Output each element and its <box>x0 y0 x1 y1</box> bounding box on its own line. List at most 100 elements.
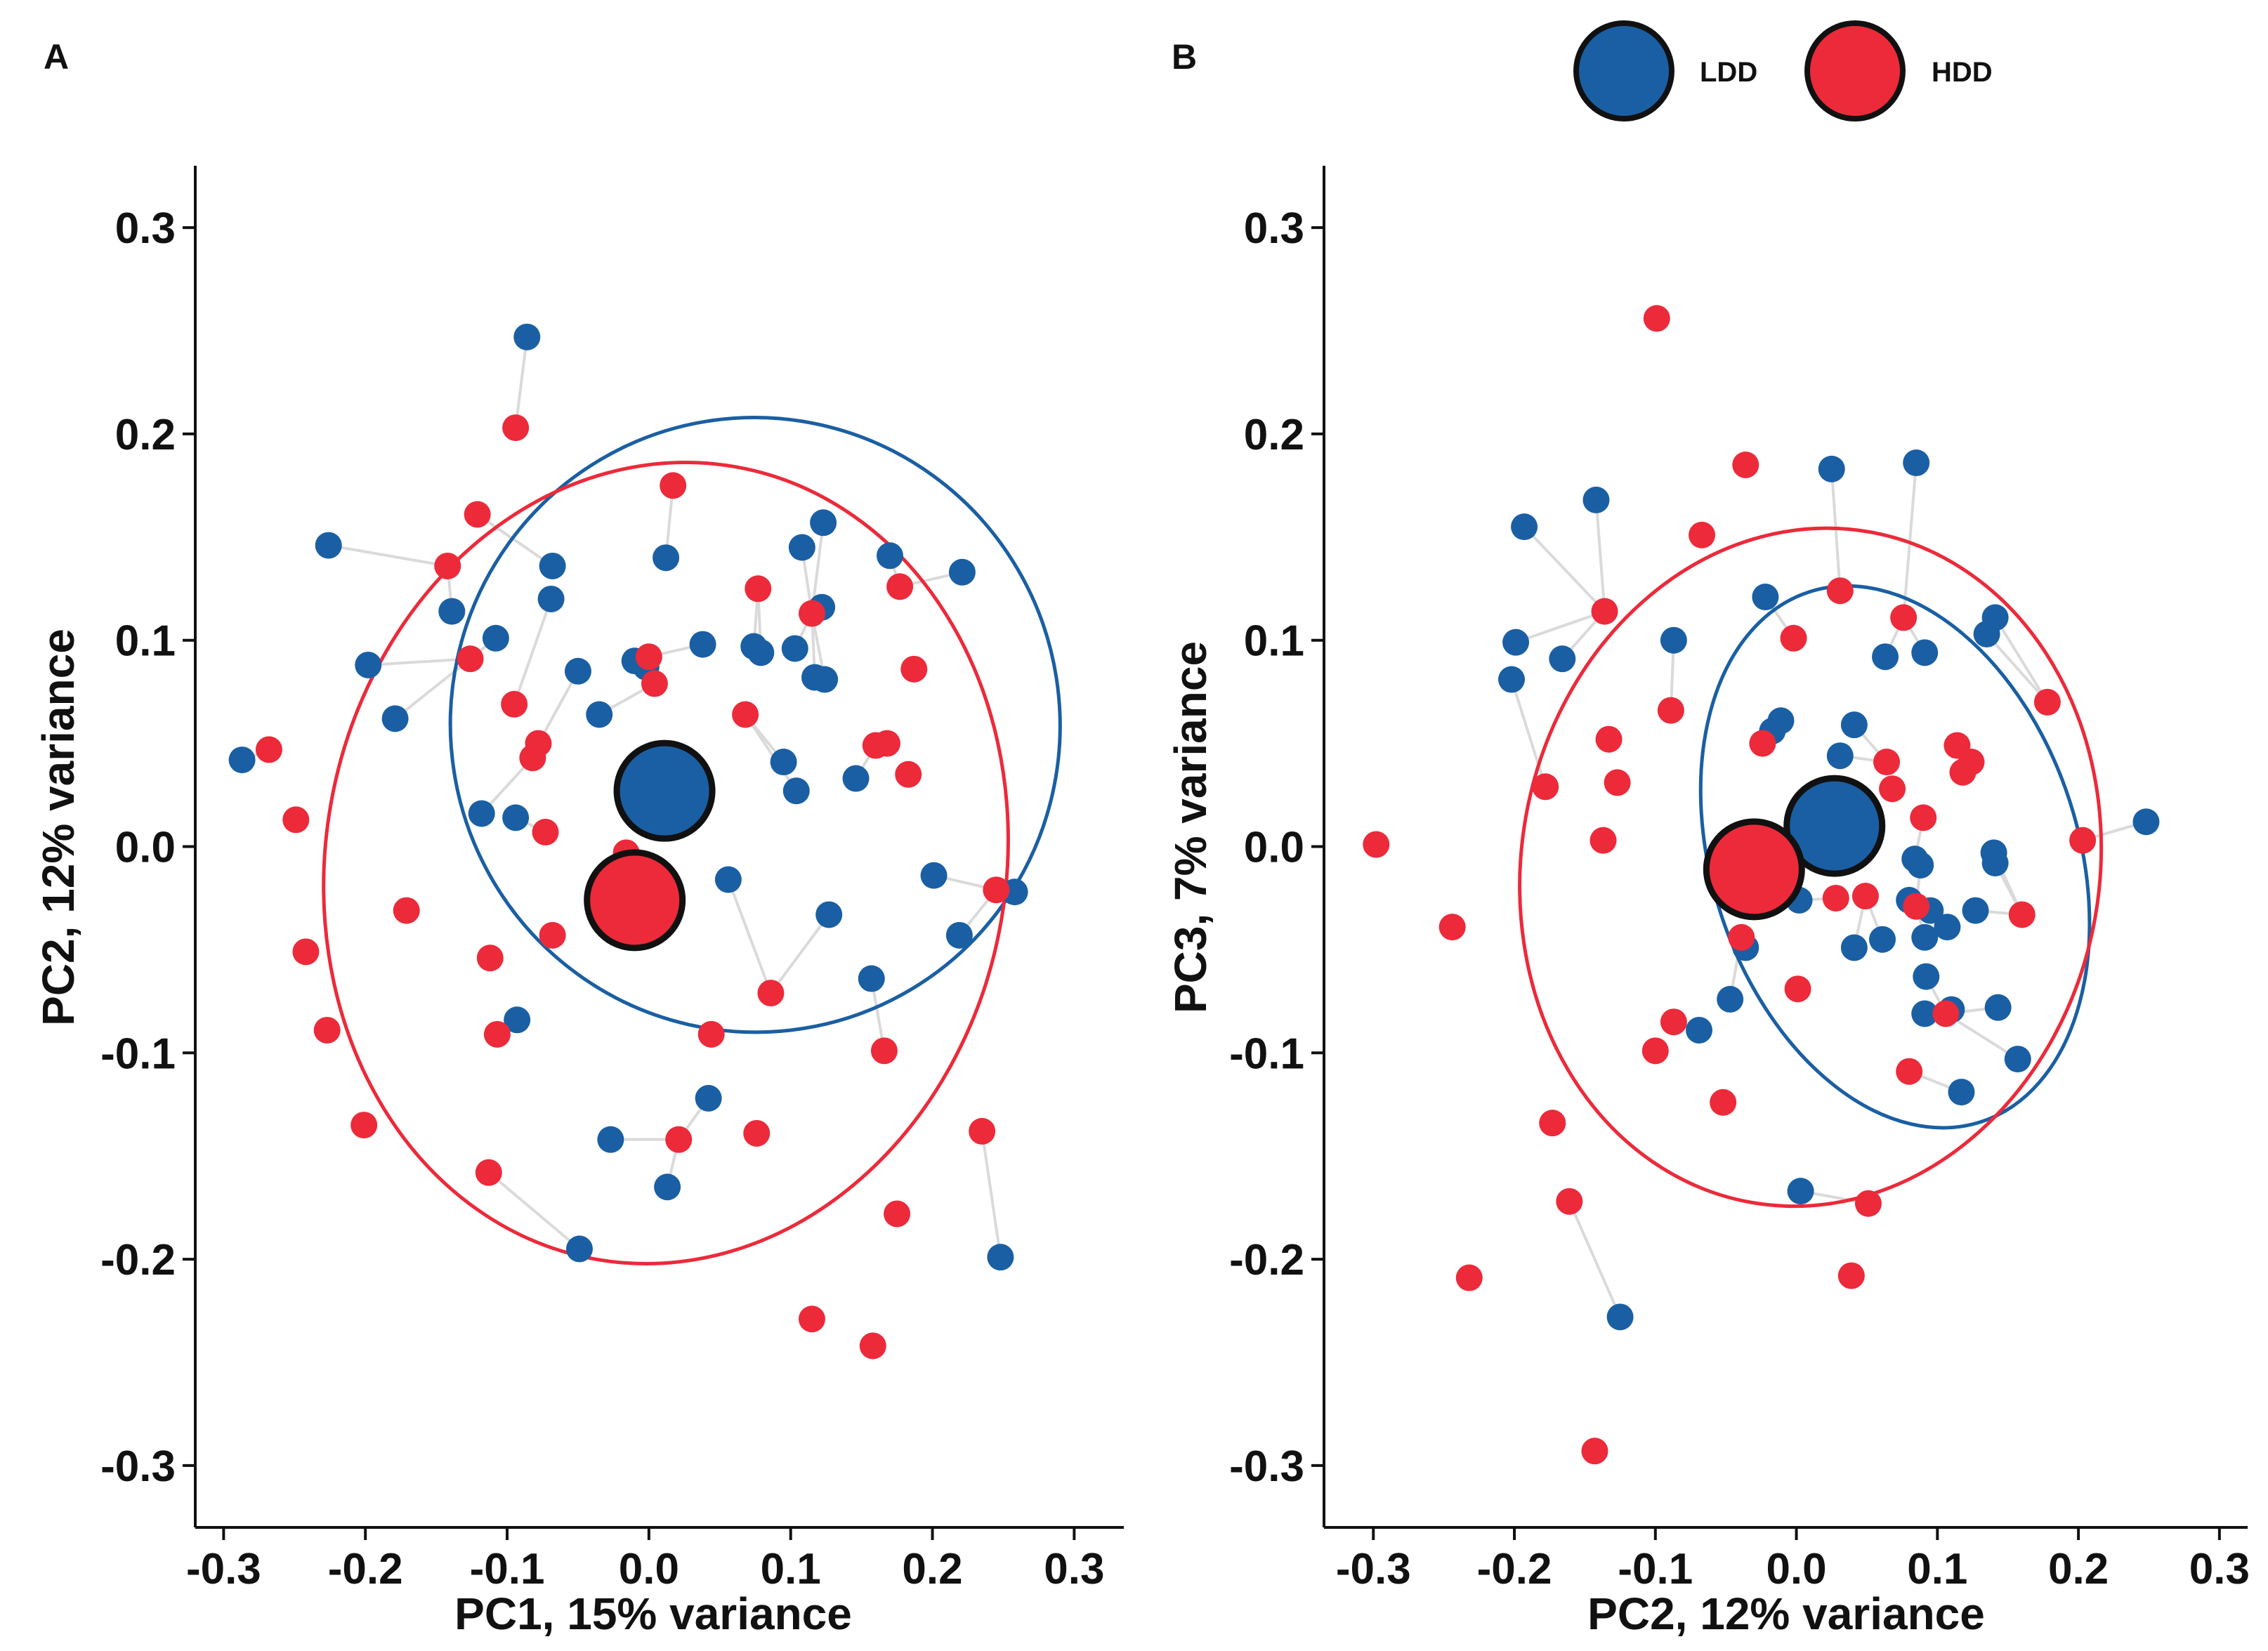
panel-b-ldd-point <box>1948 1079 1975 1106</box>
panel-b-link-line <box>1902 462 1918 618</box>
panel-a-ldd-point <box>438 598 466 625</box>
legend-hdd-label: HDD <box>1932 57 1993 88</box>
panel-b-ldd-point <box>1549 645 1576 673</box>
panel-a-ldd-point <box>781 635 808 662</box>
panel-a-hdd-point <box>476 945 504 972</box>
panel-b-ldd-centroid <box>1783 775 1886 877</box>
panel-b-hdd-point <box>1749 730 1776 757</box>
panel-a-hdd-point <box>757 980 785 1007</box>
panel-b-ldd-point <box>2132 808 2160 836</box>
panel-b-y-tick-label: -0.3 <box>1229 1442 1304 1491</box>
panel-b-hdd-point <box>1591 598 1618 625</box>
panel-b-hdd-point <box>1532 773 1559 801</box>
panel-a-ylabel: PC2, 12% variance <box>33 629 84 1026</box>
panel-b-ldd-point <box>2004 1046 2031 1073</box>
panel-b-hdd-point <box>1556 1188 1583 1215</box>
panel-a-hdd-point <box>798 600 825 627</box>
panel-b-ldd-point <box>1869 926 1896 953</box>
panel-b-y-tick-label: 0.2 <box>1244 411 1304 459</box>
panel-a-ldd-point <box>565 1235 593 1263</box>
panel-b-label: B <box>1172 37 1197 77</box>
panel-b-ldd-point <box>1840 711 1868 739</box>
legend-ldd-label: LDD <box>1700 57 1757 88</box>
panel-b-ldd-point <box>1840 934 1868 961</box>
panel-a-x-tick-label: 0.2 <box>902 1545 962 1593</box>
panel-a-x-tick-label: 0.3 <box>1044 1545 1104 1593</box>
panel-b-link-line <box>1515 610 1606 644</box>
panel-a-x-tick-label: -0.1 <box>470 1545 545 1593</box>
panel-b-ldd-point <box>1911 923 1939 951</box>
panel-a-ldd-point <box>858 965 885 992</box>
panel-b-ldd-point <box>1582 486 1610 513</box>
panel-a-link-line <box>727 879 773 994</box>
panel-a-x-tick-label: 0.0 <box>619 1545 679 1593</box>
panel-b-hdd-point <box>1890 604 1918 631</box>
panel-a-y-tick-label: -0.1 <box>100 1030 176 1078</box>
panel-b-hdd-point <box>1822 884 1849 912</box>
panel-a-hdd-point <box>798 1305 825 1333</box>
panel-b-ldd-point <box>1973 620 2000 647</box>
panel-b-ldd-point <box>1818 455 1845 482</box>
panel-a-link-line <box>328 544 448 567</box>
panel-a-hdd-point <box>313 1016 341 1044</box>
panel-a-label: A <box>44 37 69 77</box>
panel-a-hdd-centroid <box>584 849 686 952</box>
panel-b-link-line <box>1523 525 1606 612</box>
panel-a-y-tick-label: 0.0 <box>115 824 176 872</box>
panel-b-hdd-point <box>1643 305 1670 332</box>
panel-a-hdd-point <box>502 414 530 442</box>
panel-b-hdd-point <box>1879 775 1906 803</box>
panel-b-x-tick-label: 0.3 <box>2189 1545 2250 1593</box>
panel-a-ldd-point <box>381 705 409 732</box>
panel-a-link-line <box>981 1131 1002 1258</box>
panel-b-hdd-point <box>1438 914 1466 941</box>
panel-b-ylabel: PC3, 7% variance <box>1165 641 1216 1013</box>
panel-b-ldd-point <box>1660 626 1687 654</box>
panel-b-hdd-point <box>1657 697 1684 724</box>
panel-a-hdd-point <box>641 670 668 697</box>
panel-a-ldd-point <box>714 866 742 893</box>
panel-a-x-tick-label: -0.2 <box>328 1545 403 1593</box>
panel-a-ldd-point <box>564 657 591 685</box>
panel-a-ldd-point <box>689 631 716 658</box>
panel-b-x-tick-label: 0.1 <box>1907 1545 1967 1593</box>
panel-a-link-line <box>769 914 830 994</box>
panel-a-hdd-point <box>635 643 662 671</box>
panel-b-ldd-point <box>1907 851 1934 879</box>
panel-a-hdd-point <box>464 501 491 528</box>
panel-b-xlabel: PC2, 12% variance <box>1587 1588 1985 1639</box>
panel-b-ldd-point <box>1962 897 1989 924</box>
panel-b-hdd-point <box>1710 1088 1737 1116</box>
panel-b-ldd-point <box>1984 994 2012 1021</box>
panel-b-x-tick-label: -0.1 <box>1618 1545 1693 1593</box>
panel-a-hdd-point <box>886 573 914 600</box>
panel-a-ldd-point <box>653 544 680 572</box>
panel-b-ldd-ellipse <box>1698 584 2092 1130</box>
panel-b-ldd-point <box>1787 1178 1814 1205</box>
panel-a-link-line <box>513 598 553 705</box>
panel-b-link-line <box>1568 1201 1622 1318</box>
panel-b-ldd-point <box>1752 584 1779 611</box>
panel-a-xlabel: PC1, 15% variance <box>454 1588 852 1639</box>
panel-b-ldd-point <box>1903 449 1930 477</box>
panel-a-x-tick-label: -0.3 <box>186 1545 261 1593</box>
panel-a-ldd-point <box>228 746 256 774</box>
panel-b-hdd-point <box>1363 831 1390 858</box>
panel-a-ldd-point <box>815 901 843 928</box>
panel-a-hdd-point <box>457 645 484 673</box>
panel-b-hdd-point <box>1732 451 1759 478</box>
panel-b-hdd-ellipse <box>1518 526 2104 1209</box>
panel-a-hdd-point <box>255 736 282 763</box>
panel-b-link-line <box>1594 499 1606 612</box>
panel-a-link-line <box>368 657 471 666</box>
panel-a-ldd-point <box>695 1084 722 1112</box>
panel-b-hdd-point <box>1837 1262 1865 1289</box>
panel-a-hdd-point <box>859 1332 886 1360</box>
panel-b-ldd-point <box>1911 639 1939 666</box>
panel-b-ldd-point <box>1911 1000 1939 1027</box>
panel-a-x-tick-label: 0.1 <box>761 1545 821 1593</box>
panel-b-hdd-point <box>1539 1110 1566 1137</box>
panel-a-ldd-point <box>770 749 797 776</box>
panel-b-hdd-point <box>1903 893 1930 920</box>
